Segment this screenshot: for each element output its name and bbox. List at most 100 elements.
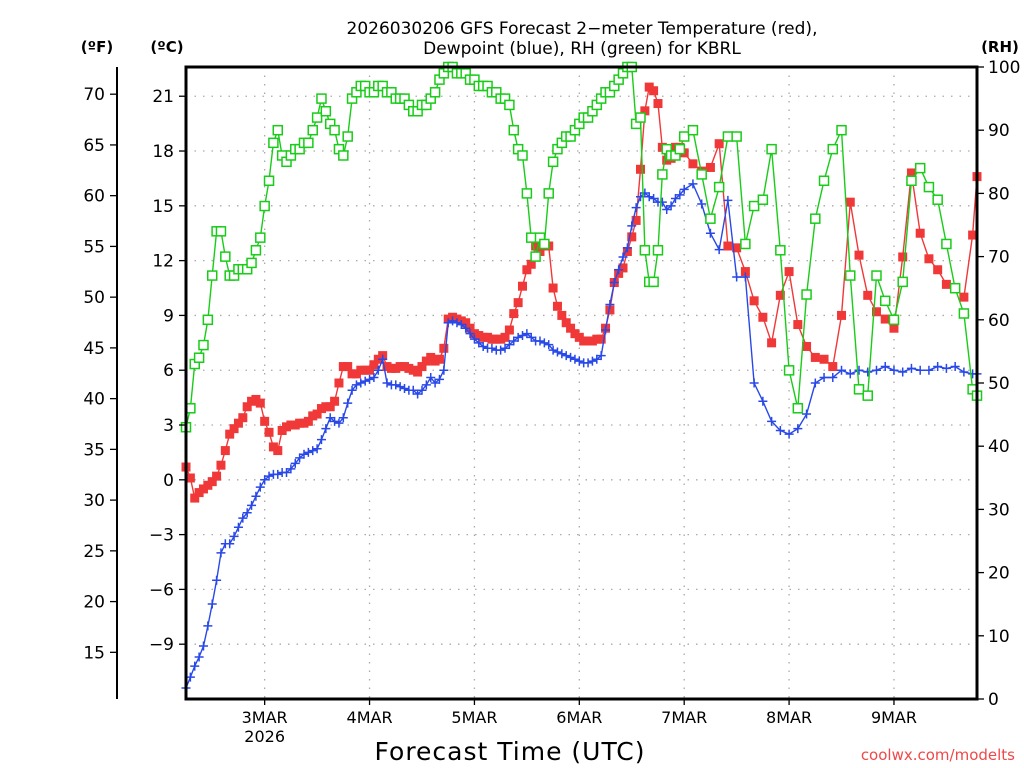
dewpoint-point (312, 444, 322, 454)
temperature-point (618, 263, 628, 273)
time-tick-label: 5MAR (451, 708, 497, 727)
rh-point (853, 384, 865, 395)
dewpoint-point (924, 365, 934, 375)
temperature-point (784, 267, 794, 277)
dewpoint-point (705, 228, 715, 238)
dewpoint-point (915, 365, 925, 375)
temperature-point (513, 298, 523, 308)
temperature-point (566, 323, 576, 333)
rh-point (316, 93, 327, 104)
dewpoint-point (316, 435, 326, 445)
rh-point (757, 194, 769, 205)
temperature-point (439, 343, 449, 353)
dewpoint-point (950, 362, 960, 372)
dewpoint-point (360, 376, 370, 386)
fahrenheit-tick-label: 35 (83, 440, 105, 460)
rh-point (914, 162, 926, 174)
rh-point (766, 143, 777, 155)
credit-link[interactable]: coolwx.com/modelts (861, 746, 1015, 764)
dewpoint-point (539, 338, 549, 348)
dewpoint-point (321, 424, 331, 434)
fahrenheit-tick-label: 30 (83, 491, 105, 511)
dewpoint-point (601, 325, 611, 335)
dewpoint-point (443, 318, 453, 328)
temperature-point (369, 360, 379, 370)
fahrenheit-tick-label: 65 (83, 136, 105, 156)
rh-point (949, 282, 961, 294)
dewpoint-point (627, 221, 637, 231)
dewpoint-point (767, 416, 777, 426)
dewpoint-point (343, 398, 353, 408)
temperature-point (924, 254, 934, 264)
dewpoint-point (198, 641, 208, 651)
temperature-point (649, 86, 659, 96)
rh-point (657, 169, 668, 180)
temperature-point (749, 296, 759, 306)
celsius-tick-label: 0 (163, 471, 174, 491)
dewpoint-point (518, 331, 528, 341)
dewpoint-point (906, 363, 916, 373)
temperature-point (242, 402, 252, 412)
rh-point (740, 238, 751, 250)
dewpoint-point (229, 531, 239, 541)
dewpoint-point (365, 374, 375, 384)
dewpoint-point (871, 365, 881, 375)
dewpoint-point (880, 362, 890, 372)
temperature-point (461, 318, 471, 328)
rh-point (246, 257, 257, 269)
temperature-point (802, 341, 812, 351)
dewpoint-point (434, 374, 444, 384)
temperature-point (417, 362, 427, 372)
rh-point (674, 143, 686, 155)
dewpoint-point (439, 365, 449, 375)
dewpoint-point (740, 272, 750, 282)
dewpoint-point (793, 424, 803, 434)
temperature-point (303, 416, 313, 426)
celsius-axis-label: (ºC) (150, 38, 183, 56)
temperature-point (810, 352, 820, 362)
temperature-point (264, 427, 274, 437)
temperature-point (732, 243, 742, 253)
temperature-point (714, 139, 724, 149)
dewpoint-point (391, 380, 401, 390)
rh-point (713, 181, 725, 193)
dewpoint-point (251, 491, 261, 501)
rh-point (530, 251, 541, 262)
rh-tick-label: 10 (988, 627, 1010, 647)
dewpoint-point (697, 199, 707, 209)
dewpoint-point (535, 336, 545, 346)
temperature-point (312, 409, 322, 419)
dewpoint-point (775, 425, 785, 435)
dewpoint-point (889, 365, 899, 375)
rh-point (888, 314, 900, 326)
temperature-point (260, 416, 270, 426)
rh-point (792, 403, 804, 414)
rh-point (202, 314, 214, 326)
temperature-point (190, 493, 200, 503)
temperature-point (325, 402, 335, 412)
rh-point (342, 131, 353, 142)
temperature-point (413, 367, 423, 377)
celsius-tick-label: 21 (152, 87, 174, 107)
dewpoint-point (941, 363, 951, 373)
temperature-point (854, 250, 864, 260)
rh-point (215, 226, 227, 237)
rh-point (307, 124, 318, 136)
rh-point (521, 188, 533, 199)
time-tick-label: 9MAR (871, 708, 917, 727)
rh-tick-label: 20 (988, 564, 1010, 584)
rh-point (687, 124, 699, 136)
fahrenheit-tick-label: 20 (83, 593, 105, 613)
rh-point (801, 289, 812, 300)
temperature-point (596, 334, 606, 344)
dewpoint-point (898, 367, 908, 377)
rh-point (906, 175, 917, 187)
dewpoint-point (356, 378, 366, 388)
dewpoint-point (609, 278, 619, 288)
temperature-point (863, 290, 873, 300)
dewpoint-point (657, 197, 667, 207)
dewpoint-point (334, 418, 344, 428)
temperature-point (723, 241, 733, 251)
celsius-tick-label: −3 (149, 526, 174, 546)
